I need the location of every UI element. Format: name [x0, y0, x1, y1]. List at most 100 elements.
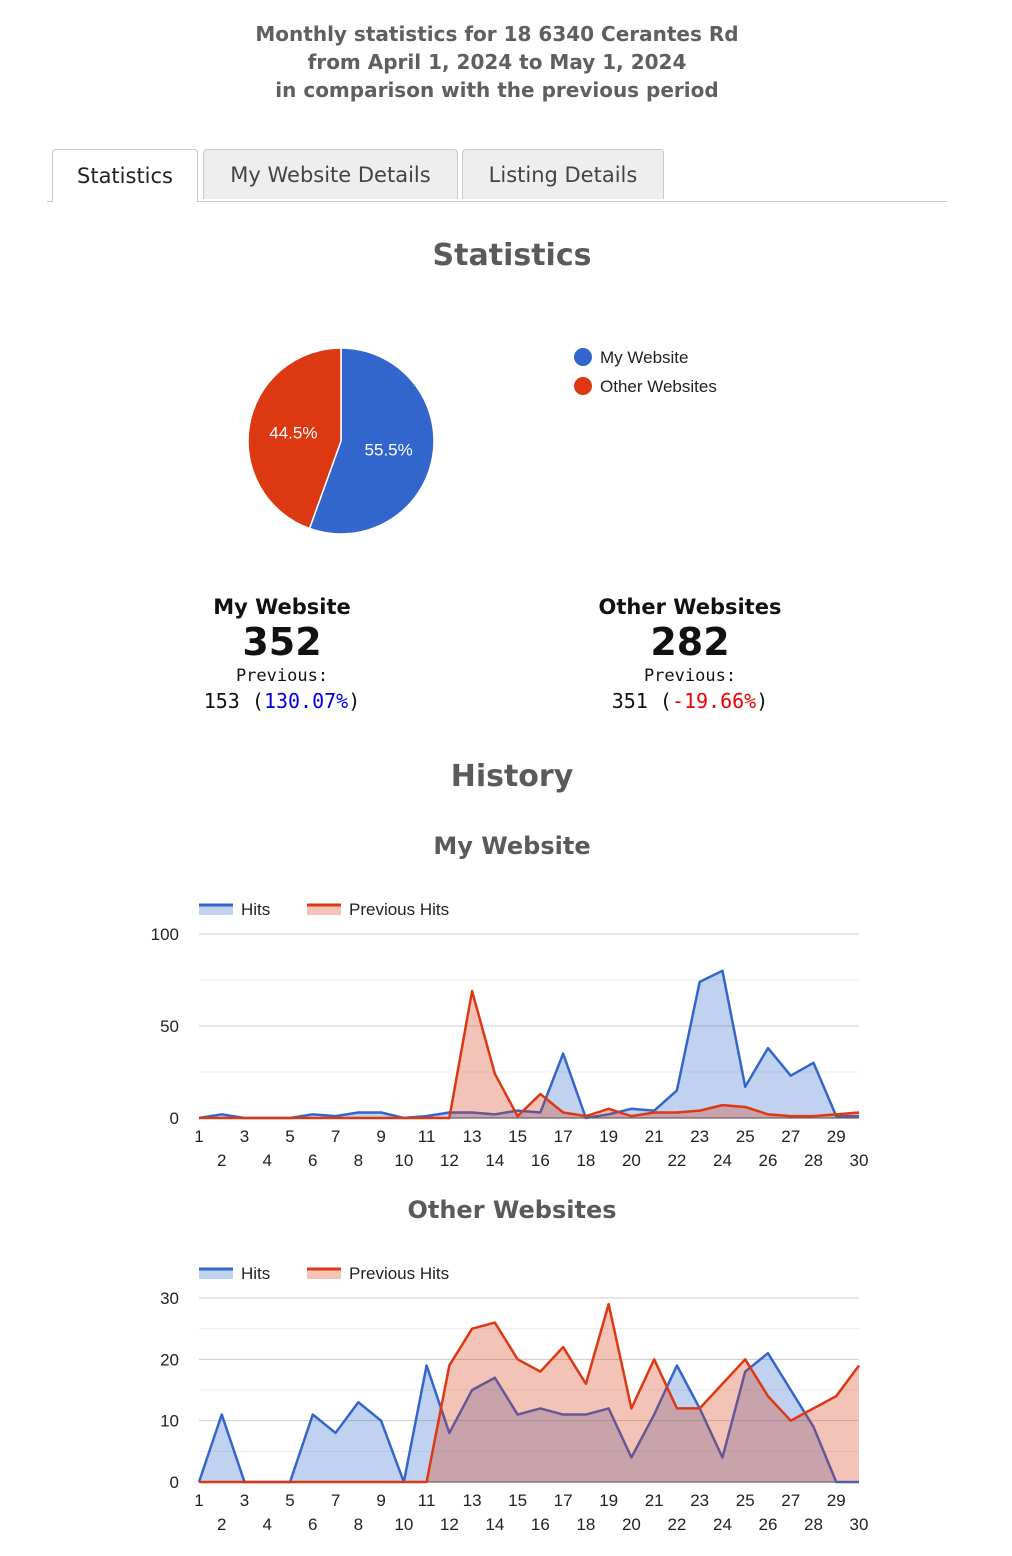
pie-slice-my-website: [308, 347, 435, 535]
my-website-xtick-label: 27: [781, 1127, 800, 1146]
other-websites-legend-label-previous-hits: Previous Hits: [349, 1264, 449, 1283]
my-website-area-hits: [199, 970, 859, 1118]
my-website-summary-value: 352: [242, 620, 322, 664]
my-website-xtick-label: 23: [690, 1127, 709, 1146]
tab-my-website-details[interactable]: My Website Details: [203, 149, 458, 199]
report-header: Monthly statistics for 18 6340 Cerantes …: [0, 20, 994, 104]
tab-bar: Statistics My Website Details Listing De…: [47, 149, 947, 202]
my-website-xtick-label: 7: [331, 1127, 340, 1146]
my-website-xtick-label: 21: [645, 1127, 664, 1146]
my-website-xtick-label: 24: [713, 1151, 732, 1170]
my-website-xtick-label: 10: [394, 1151, 413, 1170]
my-website-legend-label-previous-hits: Previous Hits: [349, 900, 449, 919]
other-websites-xtick-label: 3: [240, 1491, 249, 1510]
pie-slice-label-other-websites: 44.5%: [269, 424, 317, 443]
report-period: from April 1, 2024 to May 1, 2024: [307, 50, 687, 74]
other-websites-xtick-label: 1: [194, 1491, 203, 1510]
pie-chart: 55.5% 44.5% My Website Other Websites: [247, 347, 717, 535]
my-website-summary: My Website 352 Previous: 153 (130.07%): [132, 594, 432, 714]
other-websites-xtick-label: 9: [376, 1491, 385, 1510]
my-website-xtick-label: 16: [531, 1151, 550, 1170]
other-websites-xtick-label: 21: [645, 1491, 664, 1510]
my-website-xtick-label: 1: [194, 1127, 203, 1146]
legend-label-other-websites: Other Websites: [600, 377, 717, 396]
my-website-history-chart: 0501001234567891011121314151617181920212…: [151, 900, 869, 1170]
other-websites-history-chart: 0102030123456789101112131415161718192021…: [160, 1264, 868, 1534]
other-websites-ytick-label: 10: [160, 1412, 179, 1431]
other-websites-xtick-label: 29: [827, 1491, 846, 1510]
other-websites-summary-label: Other Websites: [598, 595, 782, 619]
other-websites-change: -19.66%: [671, 689, 757, 713]
other-websites-line-hits: [197, 1351, 859, 1484]
legend-marker-my-website: [574, 348, 592, 366]
other-websites-xtick-label: 8: [354, 1515, 363, 1534]
other-websites-xtick-label: 26: [759, 1515, 778, 1534]
tab-listing-details[interactable]: Listing Details: [462, 149, 664, 199]
my-website-xtick-label: 26: [759, 1151, 778, 1170]
other-websites-xtick-label: 17: [554, 1491, 573, 1510]
other-websites-xtick-label: 5: [285, 1491, 294, 1510]
other-websites-previous-label: Previous:: [643, 666, 737, 686]
my-website-xtick-label: 12: [440, 1151, 459, 1170]
my-website-xtick-label: 28: [804, 1151, 823, 1170]
my-website-xtick-label: 20: [622, 1151, 641, 1170]
other-websites-area-hits: [199, 1353, 859, 1482]
my-website-line-hits: [198, 969, 859, 1120]
other-websites-xtick-label: 27: [781, 1491, 800, 1510]
other-websites-xtick-label: 25: [736, 1491, 755, 1510]
my-website-xtick-label: 3: [240, 1127, 249, 1146]
my-website-xtick-label: 2: [217, 1151, 226, 1170]
other-websites-xtick-label: 23: [690, 1491, 709, 1510]
my-website-xtick-label: 18: [576, 1151, 595, 1170]
other-websites-xtick-label: 12: [440, 1515, 459, 1534]
other-websites-previous-value: 351: [611, 689, 648, 713]
my-website-xtick-label: 11: [418, 1127, 436, 1146]
history-heading: History: [450, 759, 574, 794]
my-website-legend-swatch-hits: [199, 904, 233, 915]
other-websites-xtick-label: 10: [394, 1515, 413, 1534]
other-websites-chart-title: Other Websites: [407, 1196, 617, 1224]
my-website-xtick-label: 29: [827, 1127, 846, 1146]
my-website-xtick-label: 4: [263, 1151, 272, 1170]
my-website-xtick-label: 17: [554, 1127, 573, 1146]
my-website-legend-label-hits: Hits: [241, 900, 270, 919]
my-website-xtick-label: 22: [667, 1151, 686, 1170]
my-website-chart-title: My Website: [433, 832, 591, 860]
other-websites-line-previous-hits: [199, 1302, 861, 1484]
my-website-previous-value: 153: [203, 689, 240, 713]
other-websites-xtick-label: 15: [508, 1491, 527, 1510]
other-websites-xtick-label: 4: [263, 1515, 272, 1534]
other-websites-ytick-label: 30: [160, 1289, 179, 1308]
other-websites-summary: Other Websites 282 Previous: 351 (-19.66…: [540, 594, 840, 714]
my-website-xtick-label: 13: [463, 1127, 482, 1146]
report-title: Monthly statistics for 18 6340 Cerantes …: [255, 22, 739, 46]
other-websites-xtick-label: 11: [418, 1491, 436, 1510]
my-website-ytick-label: 0: [170, 1109, 179, 1128]
other-websites-summary-value: 282: [650, 620, 730, 664]
other-websites-legend-label-hits: Hits: [241, 1264, 270, 1283]
other-websites-xtick-label: 14: [485, 1515, 504, 1534]
other-websites-ytick-label: 0: [170, 1473, 179, 1492]
other-websites-xtick-label: 20: [622, 1515, 641, 1534]
other-websites-area-previous-hits: [199, 1304, 859, 1482]
other-websites-xtick-label: 18: [576, 1515, 595, 1534]
my-website-legend-swatch-previous-hits: [307, 904, 341, 915]
other-websites-previous-line: 351 (-19.66%): [611, 689, 769, 713]
my-website-xtick-label: 6: [308, 1151, 317, 1170]
other-websites-legend-swatch-previous-hits: [307, 1268, 341, 1279]
other-websites-ytick-label: 20: [160, 1350, 179, 1369]
tab-statistics[interactable]: Statistics: [52, 149, 198, 202]
my-website-xtick-label: 15: [508, 1127, 527, 1146]
other-websites-xtick-label: 7: [331, 1491, 340, 1510]
my-website-xtick-label: 30: [850, 1151, 869, 1170]
pie-slice-other-websites: [247, 347, 342, 530]
other-websites-xtick-label: 22: [667, 1515, 686, 1534]
report-comparison: in comparison with the previous period: [275, 78, 719, 102]
other-websites-xtick-label: 6: [308, 1515, 317, 1534]
other-websites-legend-swatch-hits: [199, 1268, 233, 1279]
other-websites-xtick-label: 28: [804, 1515, 823, 1534]
my-website-ytick-label: 50: [160, 1017, 179, 1036]
my-website-summary-label: My Website: [213, 595, 351, 619]
other-websites-xtick-label: 13: [463, 1491, 482, 1510]
my-website-xtick-label: 25: [736, 1127, 755, 1146]
